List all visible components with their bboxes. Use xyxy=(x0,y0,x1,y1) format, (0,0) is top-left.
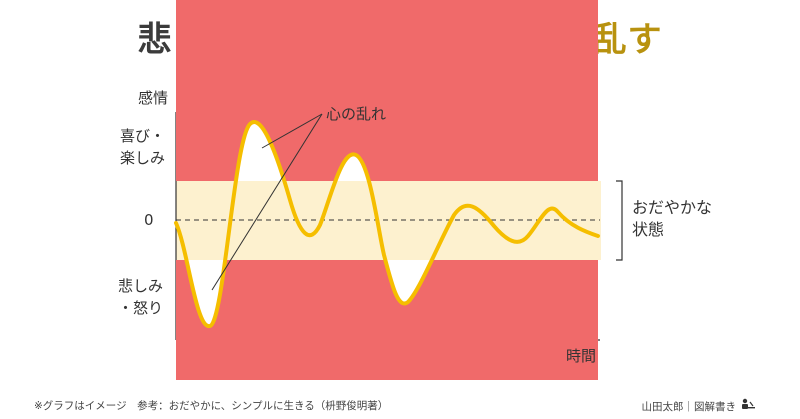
calm-bracket xyxy=(616,180,623,261)
sadness-label-line1: 悲しみ xyxy=(118,277,164,295)
sadness-label-line2: ・怒り xyxy=(118,299,164,317)
pointer-line-2 xyxy=(211,113,323,291)
pointer-line-1 xyxy=(261,113,323,149)
footer-note: ※グラフはイメージ 参考：おだやかに、シンプルに生きる（枡野俊明著） xyxy=(34,400,389,412)
calm-label-line2: 状態 xyxy=(632,220,665,239)
disturbance-label: 心の乱れ xyxy=(326,105,387,123)
writing-person-icon xyxy=(740,398,756,415)
y-axis-label: 感情 xyxy=(138,89,169,107)
joy-label-line1: 喜び・ xyxy=(120,127,166,145)
emotion-wave xyxy=(174,120,600,328)
joy-label-line2: 楽しみ xyxy=(120,149,166,167)
sadness-excess-fill xyxy=(176,260,598,380)
x-axis-label: 時間 xyxy=(566,347,597,365)
calm-label-line1: おだやかな xyxy=(632,198,713,217)
zero-label: 0 xyxy=(144,211,154,229)
joy-excess-fill xyxy=(176,0,598,181)
footer-credit-wrap: 山田太郎｜図解書き xyxy=(642,398,757,415)
footer-credit: 山田太郎｜図解書き xyxy=(641,401,737,413)
